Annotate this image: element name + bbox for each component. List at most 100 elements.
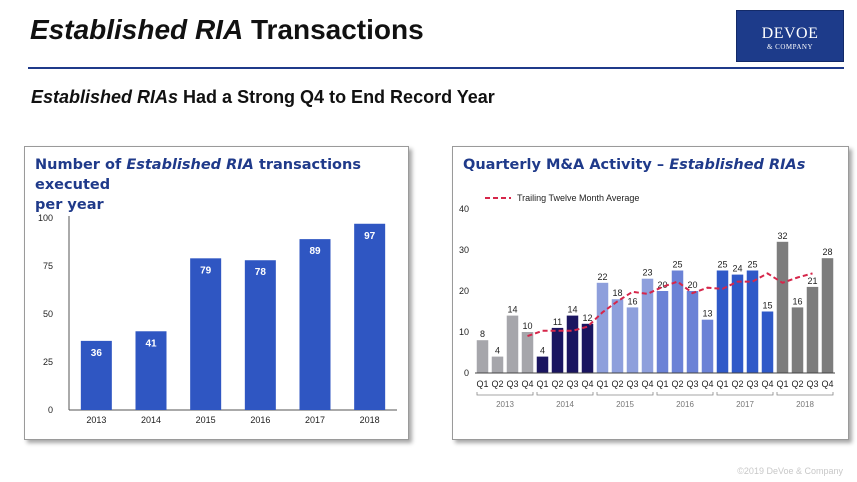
quarterly-title-part1: Quarterly M&A Activity – <box>463 157 670 173</box>
annual-bar <box>354 223 386 410</box>
year-bracket <box>536 392 594 396</box>
quarterly-bar-value-label: 25 <box>717 260 727 270</box>
quarterly-bar-value-label: 25 <box>672 260 682 270</box>
year-bracket <box>716 392 774 396</box>
quarterly-bar <box>611 299 624 373</box>
quarterly-quarter-label: Q3 <box>806 379 818 389</box>
annual-bar-value-label: 41 <box>145 338 157 349</box>
quarterly-bar <box>551 327 564 373</box>
quarterly-y-tick-label: 10 <box>459 327 469 337</box>
quarterly-quarter-label: Q1 <box>776 379 788 389</box>
quarterly-bar <box>821 258 834 373</box>
quarterly-quarter-label: Q3 <box>746 379 758 389</box>
annual-bar-value-label: 36 <box>91 348 103 359</box>
page-title-rest: Transactions <box>243 14 424 45</box>
quarterly-bar <box>581 323 594 373</box>
quarterly-bar <box>671 270 684 373</box>
quarterly-y-tick-label: 20 <box>459 286 469 296</box>
annual-x-tick-label: 2016 <box>250 415 270 425</box>
quarterly-bar <box>506 315 519 373</box>
logo-main-text: DEVOE <box>761 25 819 42</box>
copyright-footer: ©2019 DeVoe & Company <box>737 466 843 476</box>
quarterly-quarter-label: Q1 <box>716 379 728 389</box>
quarterly-quarter-label: Q1 <box>476 379 488 389</box>
annual-x-tick-label: 2014 <box>141 415 161 425</box>
quarterly-activity-panel: Quarterly M&A Activity – Established RIA… <box>452 146 849 440</box>
annual-bar-chart: 0 25 50 75 100 36 2013 41 2014 79 2015 78 2016 89 2017… <box>38 213 397 425</box>
annual-x-tick-label: 2015 <box>196 415 216 425</box>
quarterly-quarter-label: Q3 <box>566 379 578 389</box>
page-subtitle-rest: Had a Strong Q4 to End Record Year <box>178 87 495 107</box>
quarterly-bar <box>521 332 534 373</box>
quarterly-bar <box>476 340 489 373</box>
year-label: 2016 <box>676 400 694 409</box>
quarterly-y-tick-label: 0 <box>464 368 469 378</box>
quarterly-bar <box>656 291 669 373</box>
quarterly-bar-value-label: 22 <box>597 272 607 282</box>
quarterly-quarter-label: Q2 <box>551 379 563 389</box>
quarterly-y-tick-label: 30 <box>459 245 469 255</box>
quarterly-quarter-label: Q4 <box>641 379 653 389</box>
page-subtitle: Established RIAs Had a Strong Q4 to End … <box>31 87 495 108</box>
ttm-average-line <box>527 272 813 338</box>
quarterly-bar <box>746 270 759 373</box>
ttm-legend-label: Trailing Twelve Month Average <box>517 193 639 203</box>
annual-y-tick-label: 100 <box>38 213 53 223</box>
quarterly-quarter-label: Q3 <box>626 379 638 389</box>
quarterly-quarter-label: Q2 <box>671 379 683 389</box>
quarterly-bar-value-label: 23 <box>642 268 652 278</box>
quarterly-bar-value-label: 15 <box>762 301 772 311</box>
annual-bar <box>190 258 222 410</box>
annual-bar <box>80 340 112 410</box>
quarterly-quarter-label: Q4 <box>581 379 593 389</box>
annual-bar-value-label: 97 <box>364 231 376 242</box>
devoe-logo: DEVOE & COMPANY <box>736 10 844 62</box>
quarterly-quarter-label: Q2 <box>731 379 743 389</box>
quarterly-quarter-label: Q4 <box>821 379 833 389</box>
year-label: 2017 <box>736 400 754 409</box>
quarterly-quarter-label: Q2 <box>791 379 803 389</box>
quarterly-bar <box>491 356 504 373</box>
year-bracket <box>776 392 834 396</box>
page-title-italic: Established RIA <box>30 14 244 45</box>
year-label: 2014 <box>556 400 574 409</box>
year-label: 2018 <box>796 400 814 409</box>
quarterly-bar <box>791 307 804 373</box>
quarterly-chart-title: Quarterly M&A Activity – Established RIA… <box>463 155 805 175</box>
quarterly-quarter-label: Q2 <box>491 379 503 389</box>
quarterly-quarter-label: Q2 <box>611 379 623 389</box>
annual-x-tick-label: 2017 <box>305 415 325 425</box>
quarterly-quarter-label: Q1 <box>656 379 668 389</box>
annual-title-part1: Number of <box>35 157 127 173</box>
quarterly-quarter-label: Q4 <box>521 379 533 389</box>
quarterly-bar <box>761 311 774 373</box>
logo-sub-text: & COMPANY <box>766 43 814 51</box>
quarterly-y-tick-label: 40 <box>459 204 469 214</box>
quarterly-bar <box>596 282 609 373</box>
annual-chart-title: Number of Established RIA transactions e… <box>35 155 408 215</box>
quarterly-bar <box>806 286 819 373</box>
annual-title-line2: per year <box>35 197 104 213</box>
quarterly-bar-value-label: 10 <box>522 321 532 331</box>
annual-transactions-panel: Number of Established RIA transactions e… <box>24 146 409 440</box>
quarterly-quarter-label: Q3 <box>506 379 518 389</box>
annual-y-tick-label: 75 <box>43 261 53 271</box>
quarterly-bar <box>731 274 744 373</box>
quarterly-bar <box>776 241 789 373</box>
annual-bar-value-label: 89 <box>309 246 321 257</box>
year-label: 2015 <box>616 400 634 409</box>
year-bracket <box>596 392 654 396</box>
quarterly-bar-value-label: 16 <box>792 296 802 306</box>
page-title: Established RIA Transactions <box>30 14 424 46</box>
annual-bar-value-label: 79 <box>200 265 212 276</box>
quarterly-bar <box>536 356 549 373</box>
year-label: 2013 <box>496 400 514 409</box>
quarterly-bar <box>626 307 639 373</box>
quarterly-bar-value-label: 12 <box>582 313 592 323</box>
quarterly-bar <box>686 291 699 373</box>
annual-y-tick-label: 25 <box>43 357 53 367</box>
annual-bar <box>244 260 276 410</box>
quarterly-bar-value-label: 24 <box>732 264 742 274</box>
annual-bar <box>299 239 331 410</box>
quarterly-bar-value-label: 20 <box>687 280 697 290</box>
